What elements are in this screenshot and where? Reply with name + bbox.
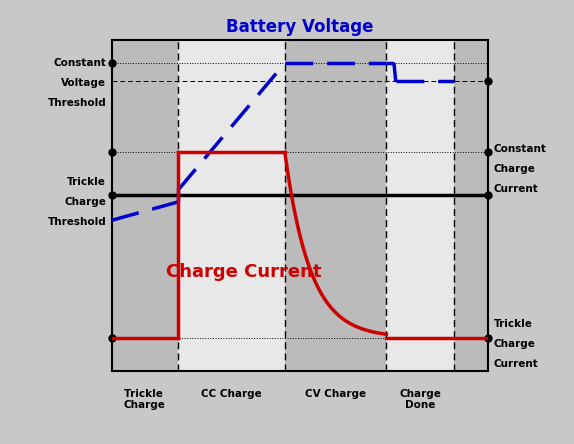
Bar — [178, 40, 285, 371]
Text: Trickle 
Charge: Trickle Charge — [123, 388, 166, 410]
Text: Voltage: Voltage — [61, 78, 106, 88]
Text: Trickle: Trickle — [67, 177, 106, 187]
Text: Constant: Constant — [494, 144, 546, 154]
Text: Charge
Done: Charge Done — [400, 388, 441, 410]
Text: Trickle: Trickle — [494, 319, 533, 329]
Text: Charge Current: Charge Current — [166, 262, 321, 281]
Bar — [285, 40, 386, 371]
Text: Charge: Charge — [494, 339, 536, 349]
Text: Constant: Constant — [53, 58, 106, 68]
Text: CV Charge: CV Charge — [305, 388, 366, 399]
Bar — [386, 40, 454, 371]
Bar — [454, 40, 488, 371]
Text: Threshold: Threshold — [48, 217, 106, 227]
Text: Charge: Charge — [494, 164, 536, 174]
Bar — [112, 40, 178, 371]
Text: Current: Current — [494, 359, 538, 369]
Text: Threshold: Threshold — [48, 98, 106, 108]
Text: CC Charge: CC Charge — [201, 388, 262, 399]
Title: Battery Voltage: Battery Voltage — [226, 18, 374, 36]
Text: Charge: Charge — [64, 197, 106, 207]
Text: Current: Current — [494, 184, 538, 194]
